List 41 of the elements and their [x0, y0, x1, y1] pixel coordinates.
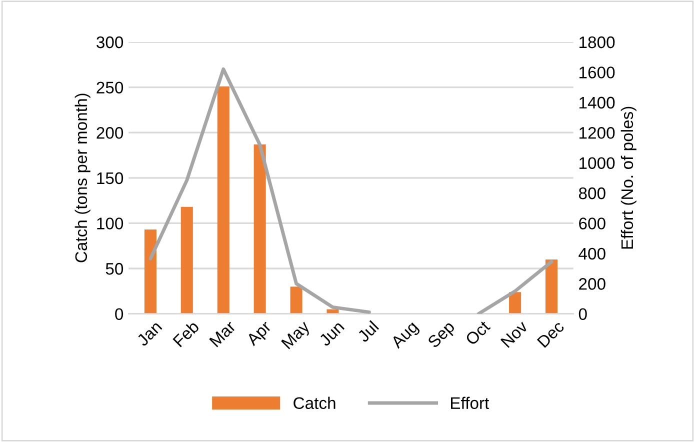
y-tick-label: 200 — [96, 127, 124, 139]
y2-tick-label: 400 — [578, 248, 606, 260]
bar — [254, 144, 266, 314]
x-tick-label: Jan — [136, 320, 162, 347]
y2-tick-label: 1000 — [580, 157, 615, 170]
y2-tick-label: 0 — [578, 308, 587, 320]
y2-tick-label: 600 — [579, 218, 606, 230]
y2-tick-label: 1800 — [580, 36, 615, 48]
y2-axis-title: Effort (No. of poles) — [620, 106, 636, 249]
x-tick-label: Feb — [172, 320, 200, 348]
bar — [326, 309, 339, 314]
y-tick-label: 300 — [96, 36, 124, 48]
y-tick-label: 250 — [96, 82, 124, 94]
y-tick-label: 100 — [97, 218, 124, 230]
y-tick-label: 50 — [106, 262, 124, 275]
y-tick-label: 0 — [115, 308, 124, 320]
x-tick-label: Dec — [536, 320, 565, 348]
y2-tick-label: 800 — [578, 187, 606, 200]
bar — [290, 286, 302, 314]
y2-tick-label: 1400 — [580, 96, 615, 109]
bar — [180, 206, 193, 314]
y-axis-title: Catch (tons per month) — [74, 94, 90, 262]
x-tick-label: Jun — [318, 320, 345, 347]
x-tick-label: Nov — [500, 320, 529, 348]
y2-tick-label: 1200 — [580, 127, 615, 139]
bar — [217, 86, 230, 314]
x-tick-label: Aug — [390, 320, 421, 352]
x-tick-label: Oct — [464, 320, 491, 346]
x-tick-label: Jul — [356, 320, 380, 343]
bar — [509, 292, 522, 314]
y2-tick-label: 200 — [579, 278, 606, 290]
y-tick-label: 150 — [97, 172, 124, 184]
legend-label: Effort — [451, 396, 490, 410]
x-tick-label: Mar — [209, 320, 236, 348]
bar — [144, 230, 156, 314]
x-tick-label: Sep — [426, 320, 458, 351]
y2-tick-label: 1600 — [580, 66, 615, 78]
x-tick-label: Apr — [246, 320, 274, 349]
bar — [545, 259, 558, 314]
x-tick-label: May — [281, 320, 313, 352]
legend-label: Catch — [294, 396, 336, 410]
